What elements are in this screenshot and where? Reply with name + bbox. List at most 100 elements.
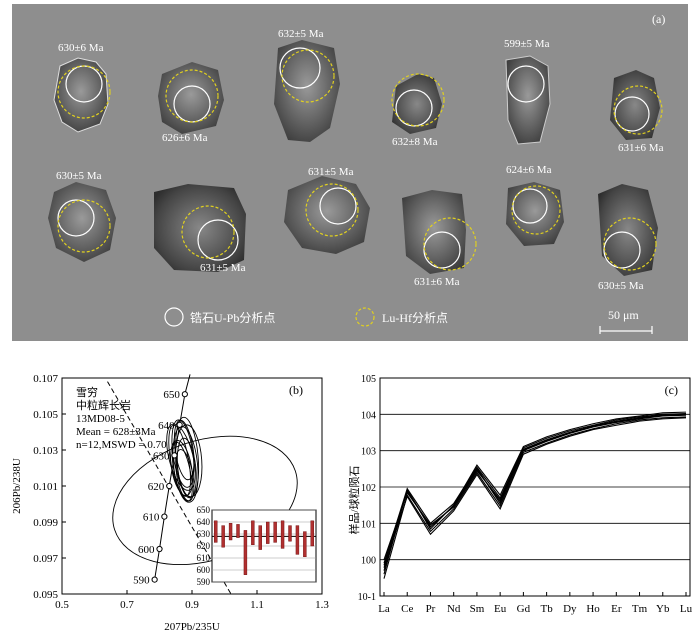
inset-age-bar xyxy=(243,530,248,575)
inset-tick-label: 630 xyxy=(197,529,211,539)
c-y-tick-label: 105 xyxy=(361,374,376,385)
grain-9 xyxy=(284,176,370,254)
inset-tick-label: 600 xyxy=(197,565,211,575)
annot-line-3: 13MD08-5 xyxy=(76,413,125,425)
y-tick-label-b: 0.097 xyxy=(33,553,58,565)
grain-8 xyxy=(154,184,246,272)
cl-grains xyxy=(48,40,663,334)
c-x-tick-label: Eu xyxy=(494,603,507,615)
grain-4 xyxy=(392,74,442,134)
y-tick-label-b: 0.107 xyxy=(33,373,58,385)
inset-age-bar xyxy=(288,525,292,542)
inset-age-bar xyxy=(221,525,225,548)
inset-age-bar xyxy=(310,520,314,547)
legend-upb-label: 锆石U-Pb分析点 xyxy=(190,311,276,325)
concordia-point xyxy=(181,391,188,398)
annot-line-1: 雪穷 xyxy=(76,385,98,399)
y-tick-label-b: 0.103 xyxy=(33,445,58,457)
x-tick-label-b: 1.3 xyxy=(315,599,329,611)
error-ellipse xyxy=(176,437,197,499)
c-x-tick-label: Sm xyxy=(470,603,485,615)
c-x-tick-label: Tm xyxy=(632,603,648,615)
x-axis-label-b: 207Pb/235U xyxy=(164,621,220,633)
inset-tick-label: 650 xyxy=(197,505,211,515)
y-tick-label-b: 0.095 xyxy=(33,589,58,601)
inset-tick-label: 590 xyxy=(197,577,211,587)
grain-2 xyxy=(158,62,224,134)
c-x-tick-label: Dy xyxy=(563,603,577,615)
ree-series-line xyxy=(383,414,687,571)
annot-line-5: n=12,MSWD = 0.70 xyxy=(76,439,167,451)
c-x-tick-label: Nd xyxy=(447,603,461,615)
inset-age-bar xyxy=(214,520,218,543)
luhf-spots xyxy=(57,49,663,271)
grain-7 xyxy=(48,182,116,262)
ree-plot: 10-1 100 101 102 103 104 105 La Ce Pr Nd Sm Eu Gd Tb Dy… xyxy=(347,374,693,615)
grain-12 xyxy=(598,184,658,276)
age-label-7: 630±5 Ma xyxy=(56,170,102,182)
error-ellipse xyxy=(166,423,196,491)
inset-age-bar xyxy=(258,525,262,550)
concordia-point xyxy=(161,513,168,520)
ree-series-line xyxy=(383,416,687,579)
panel-b-label: (b) xyxy=(289,383,303,397)
age-label-9: 631±5 Ma xyxy=(308,166,354,178)
c-x-tick-label: Gd xyxy=(517,603,531,615)
inset-age-bar xyxy=(236,524,240,538)
age-label-6: 631±6 Ma xyxy=(618,142,664,154)
panel-a-cl-images: (a) 630±6 Ma 626±6 Ma 632±5 Ma 632±8 Ma … xyxy=(12,4,688,341)
c-x-tick-label: Lu xyxy=(680,603,693,615)
ree-series-line xyxy=(383,413,687,564)
ree-series-line xyxy=(383,411,687,575)
c-y-tick-label: 101 xyxy=(361,519,376,530)
legend-luhf-icon xyxy=(355,307,375,327)
ree-series-line xyxy=(383,417,687,568)
grain-10 xyxy=(402,190,466,274)
age-label-3: 632±5 Ma xyxy=(278,28,324,40)
y-axis-label-b: 206Pb/238U xyxy=(11,458,23,514)
legend-upb-icon xyxy=(164,307,184,327)
age-label-10: 631±6 Ma xyxy=(414,276,460,288)
inset-age-bar xyxy=(295,525,300,555)
age-label-12: 630±5 Ma xyxy=(598,280,644,292)
inset-tick-label: 610 xyxy=(197,553,211,563)
concordia-point xyxy=(166,482,173,490)
c-y-tick-label: 10-1 xyxy=(358,592,376,603)
concordia-age-label: 640 xyxy=(158,420,175,432)
age-label-8: 631±5 Ma xyxy=(200,262,246,274)
c-x-tick-label: Ho xyxy=(586,603,600,615)
concordia-curve xyxy=(154,374,191,580)
age-label-11: 624±6 Ma xyxy=(506,164,552,176)
inset-age-bar xyxy=(280,520,285,549)
grain-1 xyxy=(53,57,109,133)
ree-series-line xyxy=(383,414,687,566)
concordia-age-label: 620 xyxy=(148,481,165,493)
x-tick-label-b: 0.5 xyxy=(55,599,69,611)
age-label-2: 626±6 Ma xyxy=(162,132,208,144)
y-tick-label-b: 0.099 xyxy=(33,517,58,529)
x-tick-label-b: 0.9 xyxy=(185,599,199,611)
concordia-plot: 0.5 0.7 0.9 1.1 1.3 0.095 0.097 0.099 0.101 0.103… xyxy=(11,373,329,633)
concordia-point xyxy=(151,576,158,583)
c-x-tick-label: Pr xyxy=(426,603,436,615)
concordia-point xyxy=(171,452,178,459)
panel-a-label: (a) xyxy=(652,12,666,26)
grain-5 xyxy=(505,55,551,145)
inset-age-bar xyxy=(266,521,270,544)
concordia-age-label: 610 xyxy=(143,512,160,524)
c-x-tick-label: Er xyxy=(611,603,622,615)
x-tick-label-b: 0.7 xyxy=(120,599,134,611)
concordia-point xyxy=(176,421,183,428)
inset-age-bar xyxy=(273,521,277,543)
x-tick-label-b: 1.1 xyxy=(250,599,264,611)
panel-c-label: (c) xyxy=(665,383,678,397)
concordia-age-label: 600 xyxy=(138,544,155,556)
inset-age-bar xyxy=(228,522,233,541)
scale-bar-label: 50 μm xyxy=(608,308,639,322)
panel-c-ree: 10-1 100 101 102 103 104 105 La Ce Pr Nd Sm Eu Gd Tb Dy… xyxy=(347,360,700,636)
concordia-point xyxy=(156,545,163,553)
annot-line-2: 中粒辉长岩 xyxy=(76,398,131,412)
panel-b-concordia: 0.5 0.7 0.9 1.1 1.3 0.095 0.097 0.099 0.101 0.103… xyxy=(0,360,340,636)
c-y-tick-label: 104 xyxy=(361,410,376,421)
age-label-5: 599±5 Ma xyxy=(504,38,550,50)
